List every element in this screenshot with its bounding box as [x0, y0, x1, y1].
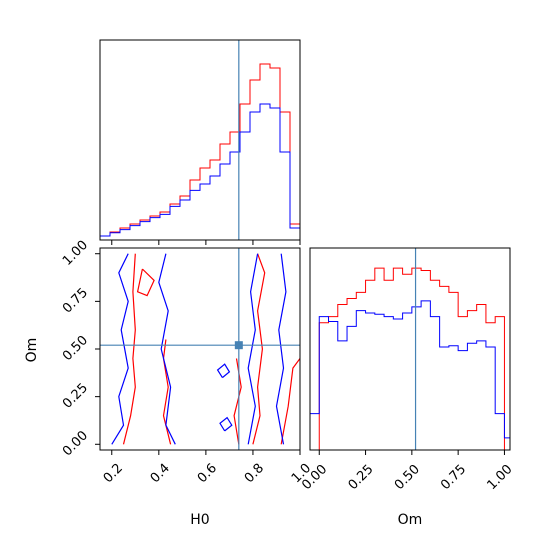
- y-axis-label-om: Om: [24, 338, 40, 363]
- contour-blue-7: [158, 253, 176, 445]
- h0-hist-series-red: [99, 63, 301, 240]
- contour-blue-10: [216, 363, 231, 379]
- h0-tick-label: 0.2: [101, 461, 126, 486]
- contour-group: [111, 253, 300, 445]
- x-axis-label-h0: H0: [190, 512, 209, 528]
- h0-hist-series-blue: [99, 103, 301, 240]
- om-histogram-panel: 0.00 0.25 0.50 0.75 1.00: [299, 247, 516, 493]
- contour-blue-8: [247, 253, 259, 445]
- contour-blue-6: [111, 253, 129, 445]
- h0-tick-label: 0.4: [148, 461, 173, 486]
- contour-blue-9: [275, 253, 287, 445]
- om-x-tick-label: 0.75: [438, 462, 469, 493]
- contour-blue-11: [219, 416, 233, 432]
- om-y-tick-label: 0.75: [60, 285, 91, 316]
- truth-marker: [234, 341, 243, 350]
- om-y-tick-label: 0.50: [60, 333, 91, 364]
- om-y-tick-label: 1.00: [60, 238, 91, 269]
- h0-histogram-panel: [99, 39, 301, 245]
- om-hist-frame: [309, 247, 511, 451]
- h0-om-contour-panel: 0.2 0.4 0.6 0.8 1.00.000.250.500.751.00: [60, 238, 314, 486]
- om-x-tick-label: 0.25: [346, 462, 377, 493]
- contour-red-3: [252, 253, 266, 445]
- om-hist-series-blue: [309, 300, 511, 450]
- x-axis-label-om: Om: [398, 512, 423, 528]
- om-x-tick-label: 0.50: [392, 462, 423, 493]
- om-y-tick-label: 0.25: [60, 381, 91, 412]
- contour-red-5: [280, 358, 300, 445]
- contour-red-4: [233, 358, 242, 445]
- om-x-tick-label: 1.00: [484, 462, 515, 493]
- om-hist-series-red: [310, 267, 510, 451]
- h0-tick-label: 0.8: [242, 461, 267, 486]
- h0-tick-label: 0.6: [195, 461, 220, 486]
- contour-red-2: [136, 268, 155, 297]
- om-y-tick-label: 0.00: [60, 428, 91, 459]
- h0-hist-frame: [99, 39, 301, 241]
- contour-red-0: [122, 253, 136, 445]
